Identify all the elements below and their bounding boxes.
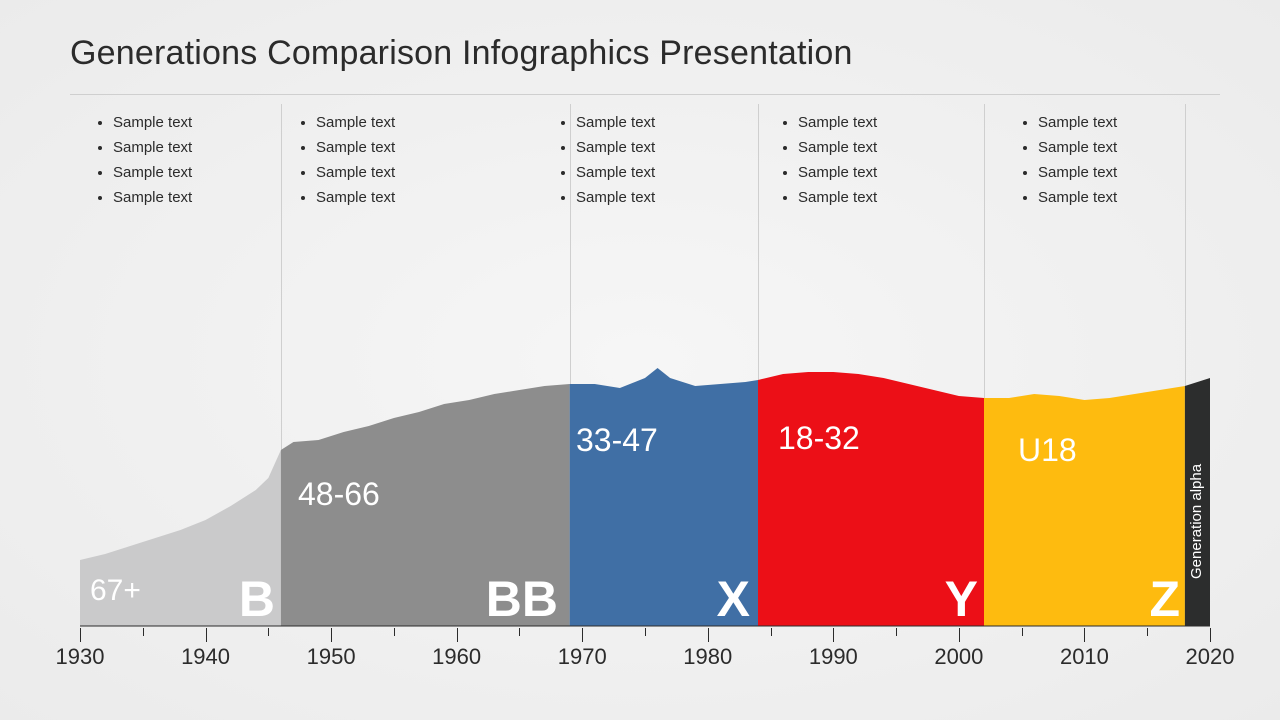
- axis-label: 2000: [934, 644, 983, 670]
- axis-tick-minor: [771, 628, 772, 636]
- axis-label: 1950: [307, 644, 356, 670]
- segment-age-b: 67+: [90, 574, 141, 608]
- generations-area-chart: [0, 0, 1280, 720]
- axis-tick-minor: [1022, 628, 1023, 636]
- axis-tick: [1084, 628, 1085, 642]
- axis-label: 1980: [683, 644, 732, 670]
- segment-age-y: 18-32: [778, 420, 860, 457]
- axis-label: 1970: [558, 644, 607, 670]
- axis-tick-minor: [1147, 628, 1148, 636]
- axis-tick: [833, 628, 834, 642]
- axis-tick: [80, 628, 81, 642]
- axis-tick-minor: [519, 628, 520, 636]
- axis-label: 1960: [432, 644, 481, 670]
- axis-label: 2010: [1060, 644, 1109, 670]
- axis-tick: [582, 628, 583, 642]
- axis-label: 1930: [56, 644, 105, 670]
- axis-tick: [457, 628, 458, 642]
- segment-letter-b: B: [239, 574, 275, 624]
- axis-tick: [331, 628, 332, 642]
- segment-age-x: 33-47: [576, 422, 658, 459]
- axis-tick-minor: [268, 628, 269, 636]
- segment-label-alpha: Generation alpha: [1188, 426, 1205, 616]
- axis-label: 1940: [181, 644, 230, 670]
- axis-tick-minor: [143, 628, 144, 636]
- axis-tick: [708, 628, 709, 642]
- segment-age-bb: 48-66: [298, 476, 380, 513]
- segment-letter-x: X: [717, 574, 750, 624]
- axis-tick-minor: [394, 628, 395, 636]
- axis-tick: [959, 628, 960, 642]
- axis-label: 1990: [809, 644, 858, 670]
- axis-tick-minor: [645, 628, 646, 636]
- axis-tick: [1210, 628, 1211, 642]
- segment-letter-bb: BB: [486, 574, 558, 624]
- slide: Generations Comparison Infographics Pres…: [0, 0, 1280, 720]
- segment-letter-y: Y: [945, 574, 978, 624]
- axis-tick: [206, 628, 207, 642]
- segment-letter-z: Z: [1149, 574, 1180, 624]
- axis-label: 2020: [1186, 644, 1235, 670]
- axis-tick-minor: [896, 628, 897, 636]
- segment-age-z: U18: [1018, 432, 1077, 469]
